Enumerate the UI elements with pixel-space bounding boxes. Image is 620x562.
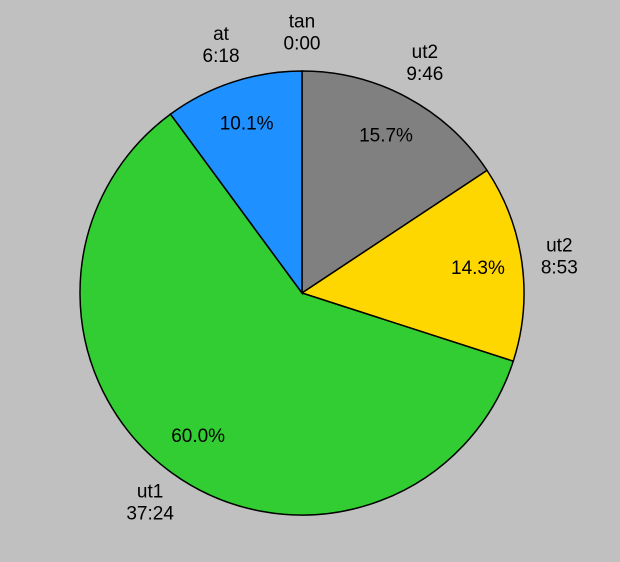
pie-slice — [79, 113, 515, 516]
percent-label: 60.0% — [171, 426, 225, 447]
percent-label: 15.7% — [359, 126, 413, 147]
slice-time: 6:18 — [203, 46, 240, 67]
percent-label: 14.3% — [451, 258, 505, 279]
slice-time: 8:53 — [541, 258, 578, 279]
slice-time: 9:46 — [406, 64, 443, 85]
slice-time: 37:24 — [126, 504, 174, 525]
slice-name: ut2 — [412, 42, 438, 63]
pie-slice — [301, 70, 489, 295]
slice-name: ut2 — [546, 236, 572, 257]
slice-name: tan — [289, 11, 315, 32]
slice-time: 0:00 — [284, 33, 321, 54]
percent-label: 10.1% — [220, 113, 274, 134]
pie-slice — [300, 169, 525, 363]
slice-name: at — [213, 24, 230, 45]
pie-slice — [169, 70, 303, 296]
slice-name: ut1 — [137, 482, 163, 503]
